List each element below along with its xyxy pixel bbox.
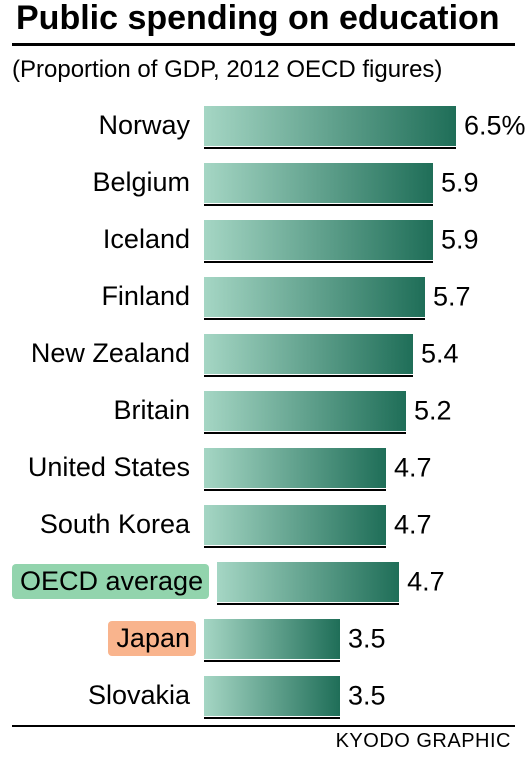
credit-divider (12, 725, 515, 727)
bar-value: 4.7 (394, 509, 432, 540)
bar-area: 3.5 (204, 668, 515, 723)
bar-label-wrap: South Korea (12, 507, 204, 542)
bar-value: 4.7 (407, 566, 445, 597)
bar-row: Japan 3.5 (12, 611, 515, 666)
bar-area: 4.7 (217, 554, 515, 609)
bar (204, 391, 406, 431)
bar (204, 277, 425, 317)
bar-underline (204, 717, 340, 719)
bar (204, 619, 340, 659)
bar-underline (204, 546, 386, 548)
bar-label-wrap: Norway (12, 108, 204, 143)
bar-row: OECD average 4.7 (12, 554, 515, 609)
bar-label: New Zealand (23, 336, 196, 371)
bar-value: 5.9 (441, 224, 479, 255)
bar-value: 5.7 (433, 281, 471, 312)
bar-label-wrap: OECD average (12, 564, 217, 599)
bar-label-wrap: Belgium (12, 165, 204, 200)
chart-subtitle: (Proportion of GDP, 2012 OECD figures) (0, 56, 527, 84)
bar-row: Norway6.5% (12, 98, 515, 153)
bar-label-wrap: Iceland (12, 222, 204, 257)
bar (204, 106, 456, 146)
bar (204, 676, 340, 716)
bar-chart: Norway6.5%Belgium5.9Iceland5.9Finland5.7… (0, 98, 527, 723)
bar-underline (204, 489, 386, 491)
bar (204, 220, 433, 260)
title-underline (12, 43, 515, 46)
bar-area: 4.7 (204, 440, 515, 495)
bar-label: Britain (105, 393, 196, 428)
bar-underline (217, 603, 399, 605)
bar-label: South Korea (32, 507, 196, 542)
bar (204, 448, 386, 488)
bar-area: 5.9 (204, 212, 515, 267)
bar-area: 5.2 (204, 383, 515, 438)
bar-underline (204, 432, 406, 434)
bar-area: 4.7 (204, 497, 515, 552)
bar-row: Finland 5.7 (12, 269, 515, 324)
bar-value: 5.9 (441, 167, 479, 198)
bar-underline (204, 660, 340, 662)
bar-row: Belgium 5.9 (12, 155, 515, 210)
bar (204, 334, 413, 374)
bar-area: 5.4 (204, 326, 515, 381)
bar-label: Iceland (95, 222, 196, 257)
bar-label-wrap: Slovakia (12, 678, 204, 713)
bar-underline (204, 261, 433, 263)
bar-underline (204, 375, 413, 377)
bar (204, 505, 386, 545)
bar-label: OECD average (12, 564, 209, 599)
bar-value: 5.4 (421, 338, 459, 369)
bar-label: Finland (93, 279, 196, 314)
chart-title: Public spending on education (0, 0, 527, 37)
bar-value: 6.5% (464, 110, 526, 141)
bar-row: New Zealand 5.4 (12, 326, 515, 381)
bar-area: 6.5% (204, 98, 515, 153)
bar-label-wrap: Britain (12, 393, 204, 428)
bar-area: 3.5 (204, 611, 515, 666)
bar-label-wrap: Finland (12, 279, 204, 314)
bar-row: South Korea 4.7 (12, 497, 515, 552)
bar-row: Britain 5.2 (12, 383, 515, 438)
bar-label: Slovakia (80, 678, 196, 713)
bar-label: United States (20, 450, 196, 485)
bar (217, 562, 399, 602)
bar-value: 5.2 (414, 395, 452, 426)
bar-underline (204, 204, 433, 206)
bar-label: Norway (90, 108, 196, 143)
bar-underline (204, 147, 456, 149)
bar-label: Japan (108, 621, 196, 656)
bar-value: 4.7 (394, 452, 432, 483)
bar-row: United States 4.7 (12, 440, 515, 495)
bar-label-wrap: United States (12, 450, 204, 485)
bar-label-wrap: Japan (12, 621, 204, 656)
bar-area: 5.7 (204, 269, 515, 324)
chart-container: { "title": "Public spending on education… (0, 0, 527, 761)
bar-value: 3.5 (348, 623, 386, 654)
bar-area: 5.9 (204, 155, 515, 210)
bar-underline (204, 318, 425, 320)
bar-row: Iceland 5.9 (12, 212, 515, 267)
bar (204, 163, 433, 203)
bar-label-wrap: New Zealand (12, 336, 204, 371)
bar-label: Belgium (84, 165, 196, 200)
bar-value: 3.5 (348, 680, 386, 711)
credit-text: KYODO GRAPHIC (336, 730, 511, 753)
bar-row: Slovakia 3.5 (12, 668, 515, 723)
